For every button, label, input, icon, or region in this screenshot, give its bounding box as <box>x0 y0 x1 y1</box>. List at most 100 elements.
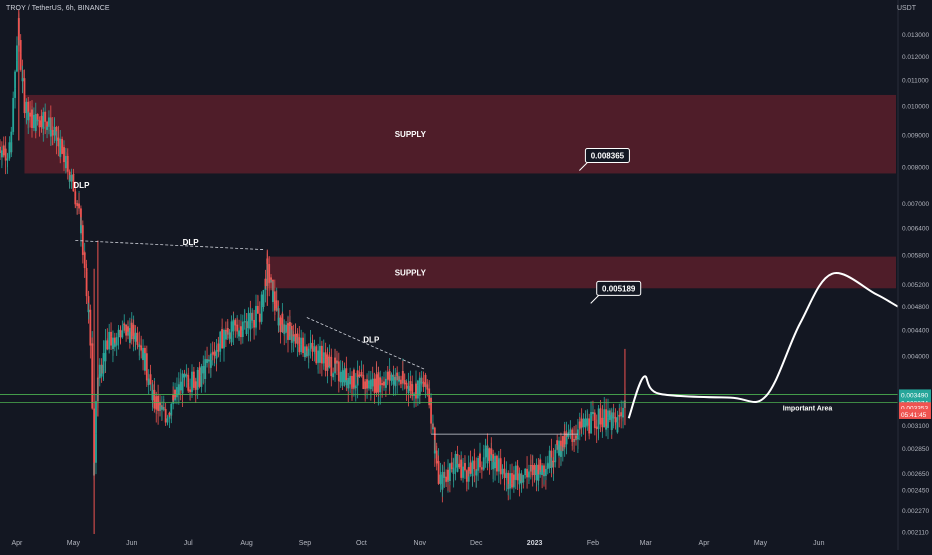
price-axis-background <box>898 0 932 550</box>
candle-body <box>21 78 24 82</box>
candle-body <box>496 459 498 472</box>
candle-body <box>221 329 224 349</box>
candle-body <box>351 375 353 388</box>
candle-body <box>19 53 22 70</box>
candle-body <box>95 401 97 434</box>
candle-body <box>514 465 517 473</box>
candle-body <box>217 343 220 352</box>
candle-body <box>473 461 476 470</box>
x-tick-label: Dec <box>470 540 483 547</box>
candle-body <box>46 126 48 130</box>
candle-body <box>471 460 474 477</box>
candle-body <box>108 331 111 340</box>
candle-body <box>349 375 352 385</box>
candle-body <box>339 371 342 382</box>
candle-body <box>524 468 527 474</box>
candle-body <box>70 174 73 182</box>
candle-body <box>8 148 11 159</box>
price-badge-text: 0.003490 <box>901 392 928 399</box>
candle-body <box>179 381 182 391</box>
candle-body <box>174 389 176 398</box>
candle-body <box>605 427 608 430</box>
candle-body <box>433 450 436 454</box>
candle-body <box>484 445 487 448</box>
candle-body <box>290 341 293 343</box>
candle-body <box>89 309 92 324</box>
candle-body <box>8 142 11 149</box>
candle-body <box>548 450 551 468</box>
candle-body <box>458 465 461 468</box>
candle-body <box>330 359 333 377</box>
callout-pointer <box>590 295 600 304</box>
candle-body <box>110 336 112 346</box>
candle-body <box>512 474 515 480</box>
candle-body <box>369 379 372 390</box>
candle-body <box>447 469 449 480</box>
candle-body <box>157 395 160 411</box>
candle-body <box>407 386 410 393</box>
candle-body <box>305 354 308 357</box>
x-tick-label: Oct <box>356 540 367 547</box>
candle-body <box>32 119 35 128</box>
candle-body <box>273 304 276 311</box>
candle-body <box>428 388 431 406</box>
candle-body <box>477 458 480 468</box>
candle-body <box>533 465 536 470</box>
candle-body <box>232 319 235 332</box>
candle-body <box>80 225 82 234</box>
candle-body <box>172 394 175 401</box>
candle-body <box>415 383 417 399</box>
candle-body <box>241 331 244 338</box>
y-tick-label: 0.013000 <box>902 32 929 39</box>
candle-body <box>375 374 378 393</box>
candle-body <box>450 462 453 470</box>
candle-body <box>219 331 222 344</box>
candle-body <box>435 456 438 464</box>
x-tick-label: Jul <box>184 540 193 547</box>
candle-body <box>401 371 404 381</box>
candle-body <box>315 361 318 364</box>
candle-body <box>543 465 545 477</box>
candle-body <box>23 78 26 95</box>
candle-body <box>561 436 564 448</box>
candle-body <box>132 324 135 336</box>
candle-body <box>317 350 320 363</box>
candle-body <box>400 383 402 385</box>
candle-body <box>256 307 259 314</box>
candle-body <box>511 483 513 488</box>
candle-body <box>279 322 282 333</box>
candle-body <box>607 410 609 418</box>
candle-body <box>496 455 498 460</box>
candle-body <box>10 131 13 153</box>
x-tick-label: Nov <box>414 540 427 547</box>
candle-body <box>424 374 427 385</box>
candle-body <box>277 317 280 326</box>
candle-body <box>234 320 237 326</box>
candle-body <box>48 117 50 126</box>
candle-body <box>462 466 464 469</box>
y-tick-label: 0.006400 <box>902 225 929 232</box>
candle-body <box>499 459 502 475</box>
price-badge <box>899 389 931 400</box>
candle-body <box>396 372 399 377</box>
candle-body <box>603 409 606 420</box>
candle-body <box>112 337 114 350</box>
price-badge <box>899 408 931 419</box>
candle-body <box>23 94 26 114</box>
candle-body <box>554 449 557 462</box>
candle-body <box>36 120 39 122</box>
candle-body <box>522 475 525 482</box>
important-area-label: Important Area <box>783 406 833 413</box>
candle-body <box>595 426 598 430</box>
candle-body <box>543 474 545 477</box>
candle-body <box>211 352 214 355</box>
candle-body <box>63 147 65 163</box>
candle-body <box>381 383 384 386</box>
candle-body <box>16 45 18 61</box>
candle-body <box>127 326 129 332</box>
candle-body <box>240 326 242 338</box>
candle-body <box>208 360 210 362</box>
candle-body <box>298 346 301 352</box>
